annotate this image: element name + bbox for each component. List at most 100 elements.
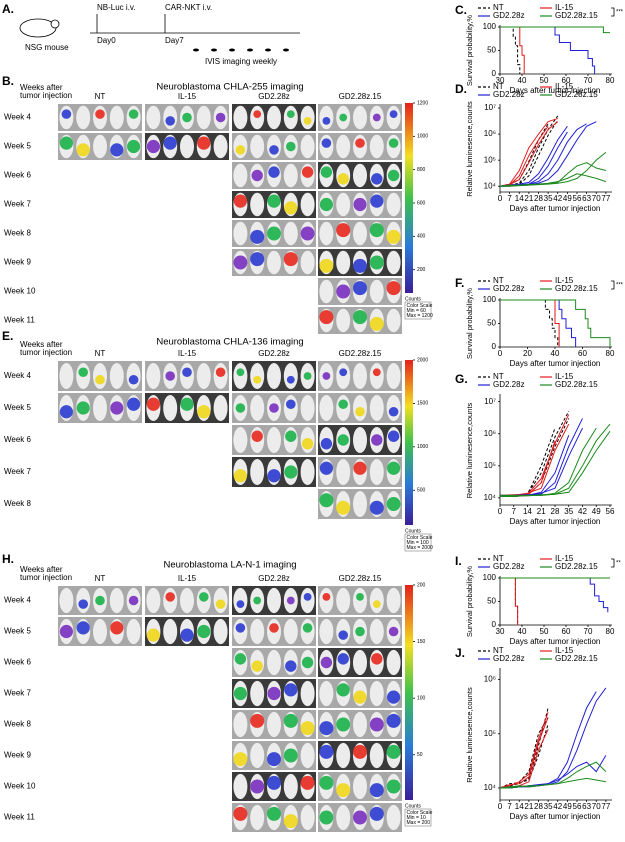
signal [387, 430, 400, 442]
signal [215, 367, 226, 378]
colorbar-tick-label: 400 [417, 234, 426, 240]
colorbar [405, 103, 413, 293]
mouse [93, 618, 107, 645]
week-label: Week 6 [4, 435, 32, 444]
luminescence-line [500, 418, 583, 496]
signal [250, 229, 265, 244]
signal [388, 626, 399, 637]
scale-text: Max = 200 [407, 820, 431, 826]
week-label: Week 8 [4, 229, 32, 238]
signal [234, 653, 247, 665]
x-tick-label: 35 [544, 802, 553, 811]
x-tick-label: 56 [573, 802, 582, 811]
mouse [336, 458, 351, 486]
week-label: Week 8 [4, 720, 32, 729]
signal [146, 139, 160, 154]
week-label: Week 5 [4, 627, 32, 636]
x-tick-label: 21 [537, 507, 546, 516]
signal [319, 775, 334, 790]
mouse [353, 163, 367, 188]
group-label: NT [95, 92, 106, 101]
panel-label: B. [2, 74, 14, 88]
x-tick-label: 28 [551, 507, 560, 516]
legend-label: NT [493, 554, 504, 563]
panel-label: J. [455, 646, 465, 660]
mouse [267, 362, 281, 390]
mouse [93, 134, 107, 159]
signal [250, 779, 265, 794]
signal [300, 721, 315, 736]
signal [353, 690, 367, 704]
week-label: Week 9 [4, 751, 32, 760]
signal [110, 143, 124, 157]
significance: *** [616, 283, 624, 289]
legend-label: NT [493, 646, 504, 655]
colorbar-label: Counts [405, 296, 421, 302]
signal [251, 660, 263, 672]
signal [253, 110, 262, 119]
mouse [386, 587, 401, 614]
survival-curve [500, 577, 519, 625]
scale-text: Min = 10 [407, 815, 427, 821]
y-tick-label: 10⁴ [484, 493, 497, 502]
x-tick-label: 60 [562, 627, 571, 636]
y-axis-label: Relative luminesence,counts [465, 403, 474, 499]
y-tick-label: 50 [487, 46, 496, 55]
x-axis-label: Days after tumor injection [510, 812, 601, 821]
x-tick-label: 70 [584, 627, 593, 636]
signal [199, 592, 209, 602]
colorbar-tick-label: 2000 [417, 357, 428, 363]
week-label: Week 5 [4, 142, 32, 151]
mouse [163, 394, 178, 422]
mouse [250, 618, 265, 645]
legend-label: GD2.28z.15 [555, 11, 598, 20]
mouse [386, 308, 401, 333]
x-tick-label: 40 [551, 349, 560, 358]
mouse [353, 426, 367, 454]
signal [283, 748, 298, 763]
mouse [267, 649, 281, 676]
survival-curve [500, 299, 560, 347]
x-tick-label: 42 [578, 507, 587, 516]
legend-label: IL-15 [555, 646, 574, 655]
signal [369, 223, 384, 238]
signal [284, 201, 298, 215]
scale-text: Max = 2000 [407, 545, 433, 551]
week-label: Week 7 [4, 689, 32, 698]
y-tick-label: 10⁴ [484, 783, 497, 792]
mouse [59, 362, 74, 390]
signal [286, 375, 295, 384]
signal [372, 113, 381, 122]
mouse [336, 804, 351, 831]
x-tick-label: 21 [524, 194, 533, 203]
mouse [233, 221, 248, 246]
luminescence-line [500, 691, 597, 789]
signal [76, 401, 90, 415]
signal [236, 368, 245, 377]
mouse [146, 587, 161, 614]
signal [319, 258, 334, 273]
signal [353, 744, 367, 759]
signal [269, 403, 279, 413]
x-tick-label: 0 [498, 349, 503, 358]
luminescence-line [499, 125, 568, 187]
mouse [250, 458, 265, 486]
colorbar-tick-label: 1000 [417, 134, 428, 140]
signal [319, 461, 333, 475]
x-tick-label: 14 [515, 194, 524, 203]
legend-label: NT [493, 276, 504, 285]
x-tick-label: 35 [564, 507, 573, 516]
x-tick-label: 80 [606, 76, 615, 85]
legend-label: NT [493, 372, 504, 381]
signal [339, 368, 348, 377]
mouse [93, 394, 107, 422]
signal [319, 310, 334, 325]
mouse [319, 618, 334, 645]
luminescence-line [499, 427, 556, 498]
mouse [386, 649, 401, 676]
signal [301, 656, 314, 669]
week-label: Week 5 [4, 403, 32, 412]
colorbar-tick-label: 200 [417, 267, 426, 273]
signal [236, 600, 245, 609]
